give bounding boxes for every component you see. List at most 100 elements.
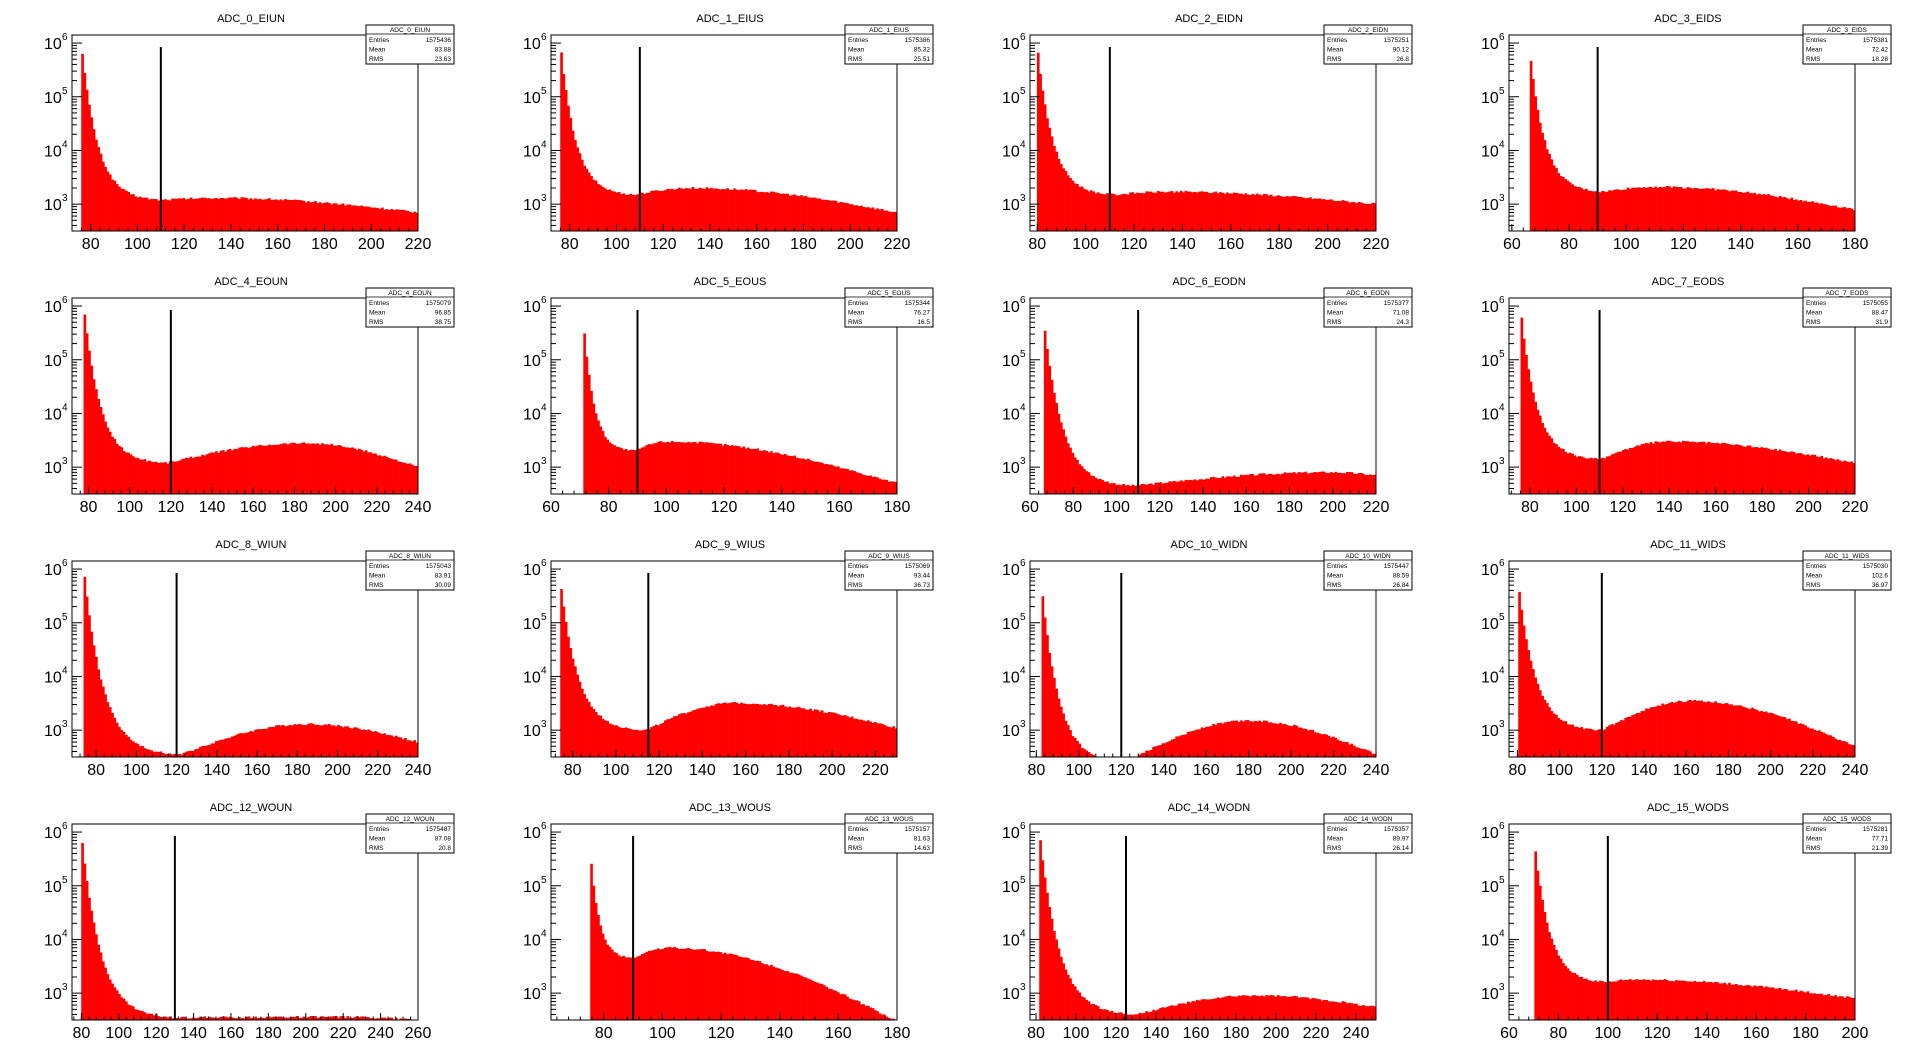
histogram-bar bbox=[212, 743, 216, 757]
histogram-bar bbox=[774, 705, 778, 757]
histogram-bar bbox=[408, 740, 412, 757]
histogram-bar bbox=[786, 971, 789, 1020]
histogram-panel: ADC_14_WODN 80 100 120 140 160 180 200 220 240 10 3… bbox=[958, 789, 1437, 1052]
histogram-bar bbox=[1145, 191, 1148, 231]
histogram-bar bbox=[668, 189, 672, 231]
histogram-bar bbox=[571, 658, 575, 757]
x-axis: 60 80 100 120 140 160 180 200 220 bbox=[1021, 487, 1389, 516]
histogram-bar bbox=[1191, 730, 1195, 757]
histogram-bar bbox=[1848, 462, 1851, 494]
histogram-bar bbox=[1608, 456, 1611, 494]
histogram-bar bbox=[1156, 482, 1160, 494]
stats-name: ADC_6_EODN bbox=[1346, 290, 1390, 297]
histogram-bar bbox=[1813, 202, 1817, 231]
histogram-bar bbox=[837, 466, 840, 494]
histogram-bar bbox=[560, 52, 563, 231]
histogram-bar bbox=[1316, 732, 1319, 757]
y-tick-label: 10 bbox=[523, 90, 541, 107]
histogram-bar bbox=[1198, 479, 1202, 494]
histogram-bar bbox=[1258, 996, 1262, 1020]
histogram-bar bbox=[1212, 192, 1215, 231]
histogram-bar bbox=[1617, 189, 1621, 231]
histogram-bar bbox=[1092, 1004, 1095, 1020]
histogram-bar bbox=[867, 207, 870, 231]
stats-label: Entries bbox=[1327, 826, 1348, 833]
histogram-bar bbox=[240, 733, 244, 757]
histogram-bar bbox=[1635, 187, 1639, 231]
histogram-bar bbox=[1850, 744, 1854, 757]
histogram-bar bbox=[818, 983, 822, 1020]
histogram-bar bbox=[1166, 192, 1169, 231]
histogram-bar bbox=[1173, 192, 1176, 231]
histogram-bar bbox=[617, 191, 621, 231]
histogram-bar bbox=[1198, 729, 1202, 757]
histogram-bar bbox=[111, 179, 114, 231]
histogram-bar bbox=[1827, 205, 1830, 231]
histogram-bar bbox=[687, 188, 690, 231]
histogram-bar bbox=[337, 1017, 340, 1020]
histogram-bar bbox=[1286, 996, 1289, 1020]
histogram-bar bbox=[1193, 479, 1197, 494]
histogram-bar bbox=[279, 444, 283, 494]
histogram-bar bbox=[1322, 734, 1326, 757]
histogram-bar bbox=[1350, 1003, 1354, 1020]
x-tick-label: 140 bbox=[199, 499, 226, 516]
x-tick-label: 140 bbox=[766, 1025, 793, 1042]
histogram-bar bbox=[1343, 1001, 1347, 1020]
histogram-bar bbox=[378, 733, 382, 757]
stats-value: 21.39 bbox=[1872, 845, 1889, 852]
histogram-bar bbox=[104, 421, 107, 494]
histogram-bar bbox=[286, 1017, 290, 1020]
histogram-bar bbox=[1682, 440, 1685, 494]
histogram-bar bbox=[1163, 743, 1167, 757]
histogram-bar bbox=[1698, 441, 1701, 494]
histogram-bar bbox=[878, 478, 882, 494]
histogram-bar bbox=[1140, 192, 1144, 231]
stats-name: ADC_4_EOUN bbox=[388, 290, 432, 297]
histogram-bar bbox=[1649, 707, 1653, 757]
histogram-bar bbox=[624, 957, 628, 1020]
histogram-panel: ADC_7_EODS 80 100 120 140 160 180 200 220 10 3 10 4 1… bbox=[1437, 263, 1916, 526]
histogram-bar bbox=[1843, 997, 1847, 1020]
histogram-bar bbox=[198, 746, 202, 757]
histogram-bar bbox=[717, 703, 720, 757]
histogram-bar bbox=[560, 589, 563, 757]
histogram-bar bbox=[1536, 109, 1540, 231]
histogram-bar bbox=[1196, 729, 1199, 757]
histogram-bar bbox=[1679, 980, 1683, 1020]
histogram-bar bbox=[797, 974, 801, 1020]
y-tick-exponent: 5 bbox=[541, 875, 547, 886]
y-tick-exponent: 4 bbox=[1499, 402, 1505, 413]
histogram-bar bbox=[1665, 979, 1669, 1020]
stats-label: Mean bbox=[369, 47, 386, 54]
stats-label: RMS bbox=[1327, 56, 1342, 63]
histogram-bar bbox=[592, 885, 596, 1020]
y-tick-label: 10 bbox=[1481, 562, 1499, 579]
histogram-bar bbox=[1776, 450, 1780, 494]
histogram-bar bbox=[314, 201, 317, 231]
histogram-bar bbox=[145, 1013, 149, 1020]
histogram-bar bbox=[302, 725, 306, 757]
histogram-bar bbox=[1698, 981, 1701, 1020]
histogram-bar bbox=[1189, 1002, 1192, 1020]
histogram-bar bbox=[1562, 963, 1565, 1020]
histogram-bar bbox=[1818, 203, 1821, 231]
histogram-bar bbox=[1622, 189, 1625, 231]
histogram-bar bbox=[599, 426, 603, 494]
histogram-bar bbox=[694, 442, 697, 494]
y-tick-exponent: 6 bbox=[62, 32, 68, 43]
histogram-bar bbox=[1089, 753, 1093, 757]
histogram-bar bbox=[730, 445, 734, 494]
histogram-bar bbox=[1251, 721, 1255, 757]
histogram-bar bbox=[392, 736, 396, 757]
histogram-bar bbox=[1801, 454, 1805, 494]
x-tick-label: 200 bbox=[324, 762, 351, 779]
histogram-bar bbox=[1670, 187, 1674, 231]
histogram-bar bbox=[1834, 995, 1837, 1020]
histogram-bar bbox=[330, 1016, 334, 1020]
histogram-bar bbox=[1286, 725, 1289, 757]
